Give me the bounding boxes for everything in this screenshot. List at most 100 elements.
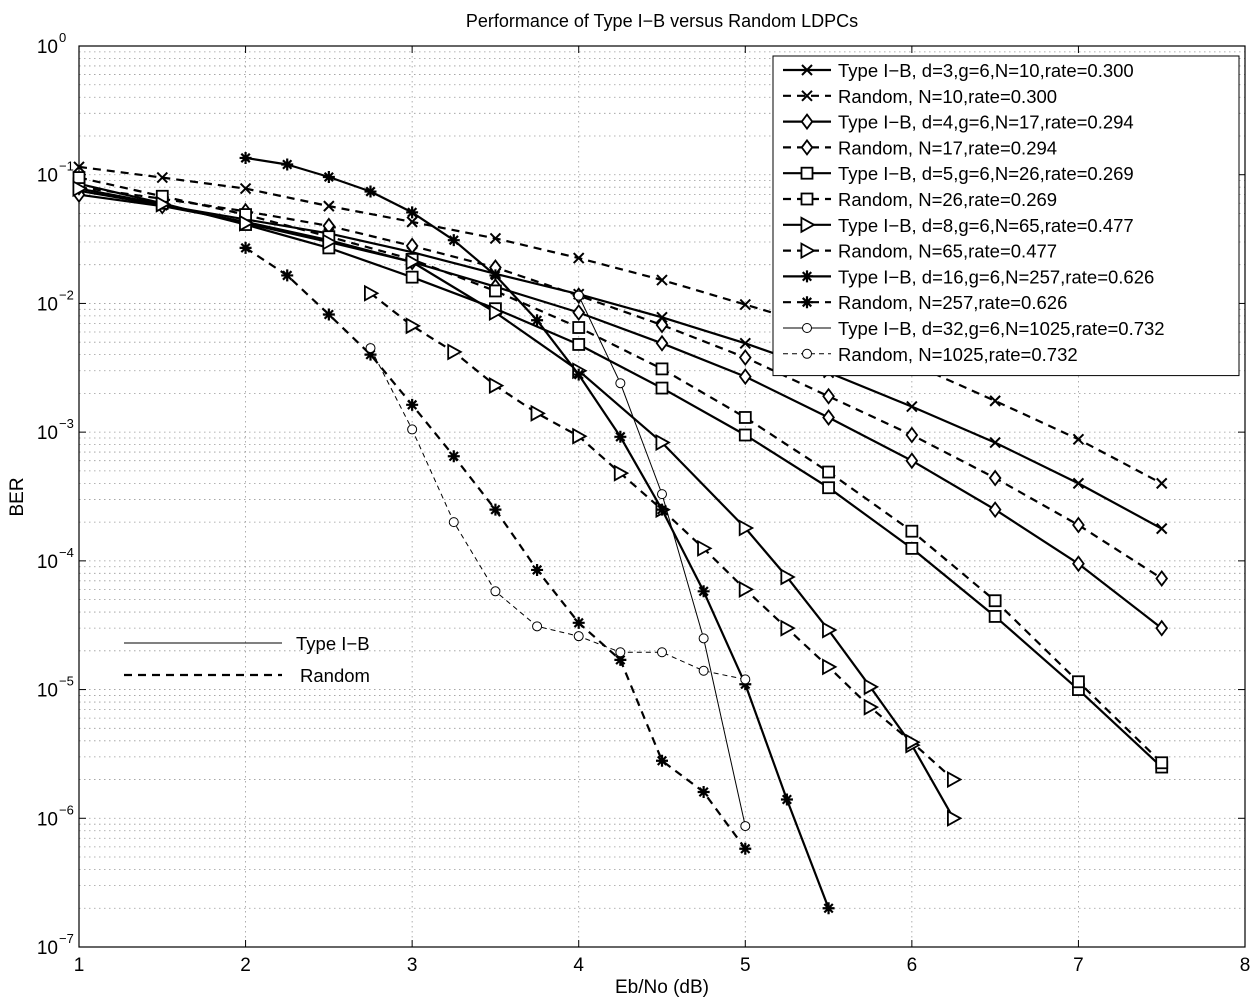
data-point — [655, 362, 669, 376]
legend-marker — [800, 216, 816, 234]
data-point — [364, 185, 377, 198]
data-point — [239, 182, 252, 195]
series-group — [72, 151, 1169, 915]
data-point — [1072, 555, 1085, 573]
data-point — [988, 610, 1002, 623]
series-10 — [239, 241, 752, 855]
data-point — [822, 465, 835, 479]
legend-entry-4: Random, N=17,rate=0.294 — [838, 137, 1057, 158]
series-9 — [239, 151, 835, 915]
data-point — [614, 653, 627, 666]
plot-area — [78, 45, 1246, 948]
data-point — [780, 619, 796, 637]
data-point — [739, 298, 751, 311]
data-point — [989, 436, 1001, 449]
y-tick-exponent: −4 — [59, 545, 74, 560]
legend-marker — [801, 270, 813, 283]
data-point — [365, 343, 376, 354]
y-tick-label: 10 — [37, 423, 58, 444]
y-tick-label: 10 — [37, 166, 58, 187]
data-point — [531, 563, 544, 576]
legend-entry-10: Random, N=257,rate=0.626 — [838, 292, 1067, 313]
data-point — [1072, 433, 1085, 445]
data-point — [572, 368, 585, 381]
series-line — [370, 347, 746, 680]
data-point — [1156, 522, 1168, 535]
legend-marker — [801, 64, 813, 76]
data-point — [489, 503, 502, 516]
legend-entry-7: Type I−B, d=8,g=6,N=65,rate=0.477 — [838, 215, 1134, 236]
legend-entry-1: Type I−B, d=3,g=6,N=10,rate=0.300 — [838, 60, 1134, 81]
data-point — [323, 200, 335, 212]
series-4 — [72, 178, 1169, 587]
legend: Type I−B, d=3,g=6,N=10,rate=0.300 Random,… — [772, 55, 1240, 377]
data-point — [573, 290, 584, 301]
data-point — [72, 180, 88, 198]
data-point — [447, 343, 463, 361]
data-point — [657, 489, 667, 500]
data-point — [905, 733, 921, 751]
data-point — [698, 665, 709, 676]
data-point — [655, 381, 669, 395]
series-line — [78, 176, 1163, 764]
data-point — [738, 411, 752, 424]
legend-marker — [800, 138, 814, 156]
series-line — [78, 187, 955, 819]
y-tick-label: 10 — [37, 809, 58, 830]
data-point — [738, 580, 755, 598]
series-7 — [72, 180, 963, 827]
data-point — [947, 809, 963, 827]
x-tick-label: 6 — [907, 955, 918, 976]
data-point — [656, 503, 668, 516]
x-tick-label: 7 — [1073, 955, 1084, 976]
data-point — [489, 269, 502, 282]
data-point — [822, 408, 835, 426]
legend-marker — [801, 296, 813, 309]
series-line — [78, 189, 1163, 530]
data-point — [906, 400, 918, 413]
legend-entry-11: Type I−B, d=32,g=6,N=1025,rate=0.732 — [838, 318, 1165, 339]
legend-box — [772, 55, 1240, 377]
legend-marker — [801, 90, 813, 102]
data-point — [239, 241, 252, 254]
line-style-legend: Type I−B Random — [124, 633, 370, 686]
series-line — [78, 186, 1163, 580]
data-point — [822, 621, 838, 639]
x-tick-label: 1 — [74, 955, 85, 976]
data-point — [655, 316, 669, 334]
data-point — [490, 586, 501, 597]
data-point — [1155, 756, 1169, 770]
data-point — [655, 334, 669, 352]
data-point — [615, 378, 626, 389]
data-point — [1156, 477, 1168, 490]
data-point — [780, 568, 796, 586]
data-point — [406, 216, 418, 228]
x-tick-label: 2 — [240, 955, 251, 976]
data-point — [322, 233, 338, 251]
data-point — [155, 195, 172, 213]
data-point — [656, 754, 668, 767]
data-point — [988, 501, 1002, 519]
legend-entry-12: Random, N=1025,rate=0.732 — [838, 344, 1078, 365]
series-2 — [73, 161, 1168, 490]
data-point — [1155, 569, 1169, 587]
data-point — [573, 631, 584, 642]
y-tick-exponent: 0 — [59, 30, 66, 45]
x-tick-label: 3 — [407, 955, 418, 976]
series-line — [78, 165, 1163, 485]
data-point — [780, 793, 793, 806]
data-point — [239, 214, 255, 232]
data-point — [905, 452, 919, 470]
legend-marker — [800, 113, 814, 131]
data-point — [405, 317, 421, 335]
data-point — [572, 338, 586, 351]
data-point — [530, 404, 546, 422]
legend-entry-8: Random, N=65,rate=0.477 — [838, 241, 1057, 262]
data-point — [448, 517, 459, 528]
data-point — [1155, 619, 1169, 637]
data-point — [489, 232, 502, 245]
data-point — [822, 387, 835, 405]
data-point — [447, 450, 460, 463]
data-point — [697, 585, 710, 598]
